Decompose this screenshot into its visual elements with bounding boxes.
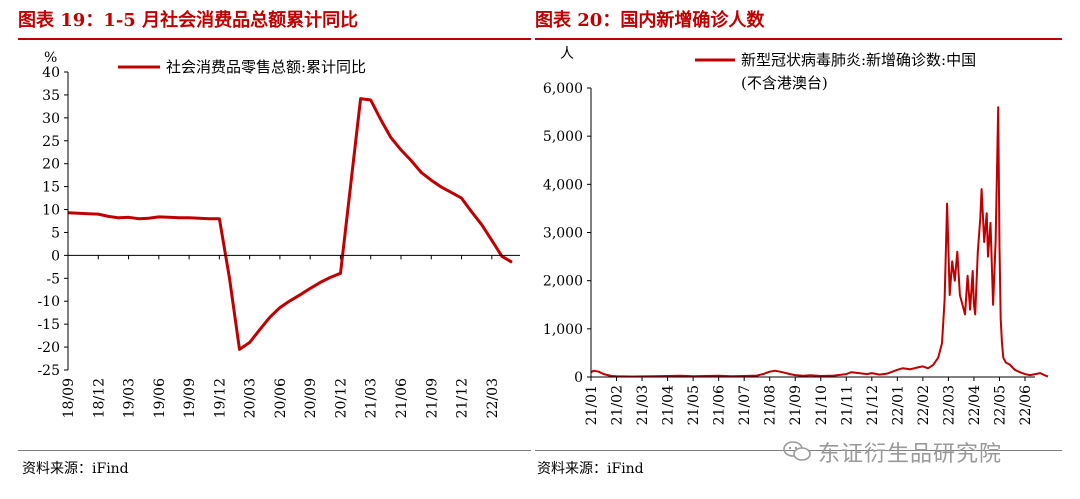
right-x-tick-label: 21/01: [584, 385, 600, 425]
left-y-tick-label: -20: [37, 340, 60, 356]
right-x-tick-label: 21/09: [788, 385, 804, 425]
left-y-tick-label: 30: [42, 111, 60, 127]
left-series-line: [67, 97, 513, 351]
left-x-tick-label: 18/12: [91, 378, 107, 418]
right-x-tick-label: 21/10: [814, 385, 830, 425]
right-legend: 新型冠状病毒肺炎:新增确诊数:中国 (不含港澳台): [695, 51, 976, 92]
left-y-tick-label: 40: [42, 65, 60, 81]
left-y-tick-label: -15: [37, 317, 60, 333]
left-x-tick-label: 18/09: [61, 378, 77, 418]
left-x-tick-label: 21/06: [394, 378, 410, 418]
right-x-axis: 21/01 21/02 21/03 21/04 21/05 21/06 21/07 21/08…: [584, 377, 1034, 425]
left-x-tick-label: 21/03: [364, 378, 380, 418]
left-y-axis: 40 35 30 25 20 15 10 5 0 -5 -10 -15 -20 -25: [37, 65, 68, 379]
left-x-tick-label: 19/06: [152, 378, 168, 418]
right-y-tick-label: 0: [574, 370, 583, 386]
left-y-tick-label: 0: [51, 248, 60, 264]
right-x-tick-label: 21/11: [839, 385, 855, 425]
right-y-axis: 6,000 5,000 4,000 3,000 2,000 1,000 0: [543, 81, 591, 386]
left-x-tick-label: 20/06: [273, 378, 289, 418]
left-y-tick-label: 20: [42, 157, 60, 173]
left-y-tick-label: 35: [42, 88, 60, 104]
right-y-tick-label: 5,000: [543, 129, 583, 145]
right-x-tick-label: 22/06: [1018, 385, 1034, 425]
left-y-tick-label: -25: [37, 363, 60, 379]
left-y-tick-label: 15: [42, 180, 60, 196]
right-x-tick-label: 21/04: [661, 385, 677, 425]
left-title-rule: [18, 38, 531, 40]
left-x-tick-label: 19/12: [212, 378, 228, 418]
right-y-tick-label: 3,000: [543, 226, 583, 242]
left-x-tick-label: 21/12: [455, 378, 471, 418]
right-x-tick-label: 21/07: [737, 385, 753, 425]
left-y-tick-label: -5: [46, 271, 60, 287]
right-x-tick-label: 21/08: [763, 385, 779, 425]
right-x-tick-label: 21/05: [686, 385, 702, 425]
right-source: 资料来源：iFind: [537, 461, 644, 477]
right-x-tick-label: 22/03: [941, 385, 957, 425]
left-source: 资料来源：iFind: [22, 461, 129, 477]
right-series-line: [590, 106, 1049, 378]
right-y-tick-label: 1,000: [543, 322, 583, 338]
right-chart-title: 图表 20：国内新增确诊人数: [535, 10, 765, 31]
left-y-axis-unit: %: [44, 50, 57, 66]
left-x-tick-label: 20/12: [333, 378, 349, 418]
wechat-icon: [783, 441, 811, 461]
right-x-tick-label: 21/06: [712, 385, 728, 425]
right-legend-label: 新型冠状病毒肺炎:新增确诊数:中国: [741, 51, 976, 69]
left-x-tick-label: 19/09: [182, 378, 198, 418]
left-legend: 社会消费品零售总额:累计同比: [118, 58, 366, 76]
left-x-tick-label: 20/03: [243, 378, 259, 418]
right-y-tick-label: 4,000: [543, 177, 583, 193]
left-x-axis: 18/09 18/12 19/03 19/06 19/09 19/12 20/03 20/06…: [61, 255, 501, 418]
right-x-tick-label: 22/01: [890, 385, 906, 425]
left-y-tick-label: 5: [51, 225, 60, 241]
right-y-tick-label: 6,000: [543, 81, 583, 97]
left-chart-title: 图表 19：1-5 月社会消费品总额累计同比: [18, 10, 359, 31]
left-line-chart: 40 35 30 25 20 15 10 5 0 -5 -10 -15 -20 -25 18/09 18/1…: [37, 50, 520, 418]
left-x-tick-label: 22/03: [485, 378, 501, 418]
left-y-tick-label: -10: [37, 294, 60, 310]
right-x-tick-label: 22/05: [992, 385, 1008, 425]
right-x-tick-label: 21/12: [865, 385, 881, 425]
watermark-text: 东证衍生品研究院: [818, 442, 1003, 467]
left-footer-rule: [18, 450, 531, 451]
right-y-tick-label: 2,000: [543, 274, 583, 290]
left-y-tick-label: 25: [42, 134, 60, 150]
right-legend-label-2: (不含港澳台): [741, 74, 828, 92]
right-x-tick-label: 22/04: [967, 385, 983, 425]
right-x-tick-label: 21/02: [610, 385, 626, 425]
left-x-tick-label: 19/03: [122, 378, 138, 418]
left-y-tick-label: 10: [42, 203, 60, 219]
left-legend-label: 社会消费品零售总额:累计同比: [166, 58, 366, 76]
left-x-tick-label: 20/09: [303, 378, 319, 418]
right-x-tick-label: 21/03: [635, 385, 651, 425]
right-y-axis-unit: 人: [560, 46, 574, 62]
right-title-rule: [535, 38, 1062, 40]
right-x-tick-label: 22/02: [916, 385, 932, 425]
left-x-tick-label: 21/09: [424, 378, 440, 418]
